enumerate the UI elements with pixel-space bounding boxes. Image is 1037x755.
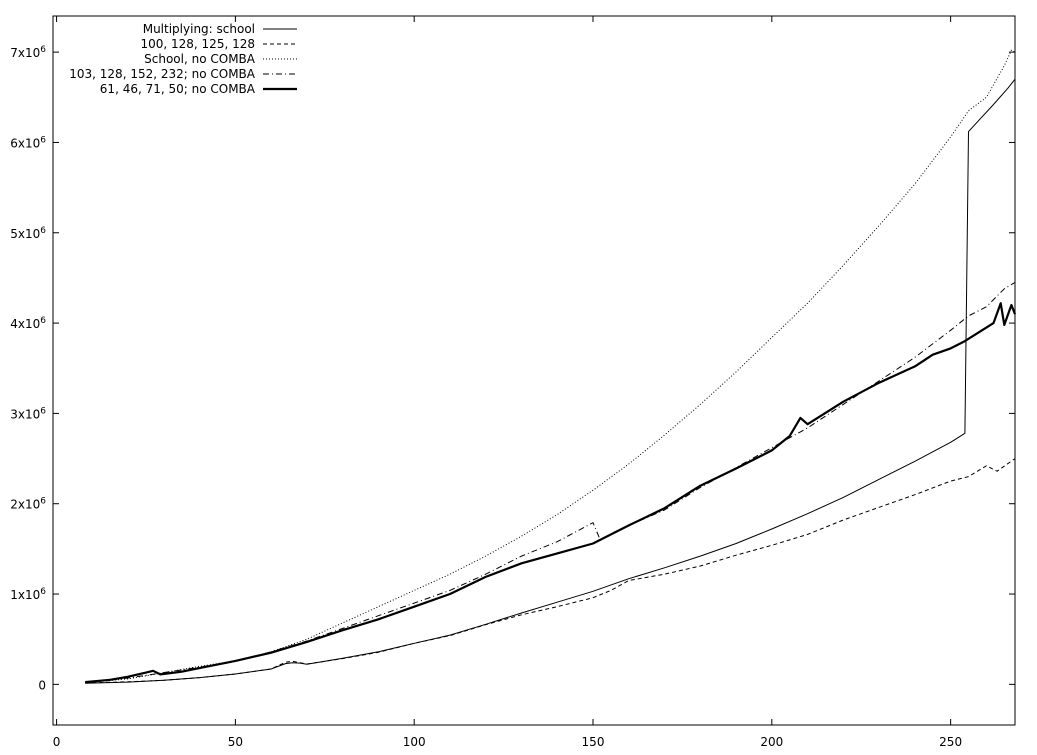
- y-tick-label: 4x106: [10, 316, 46, 331]
- legend-label-4: 103, 128, 152, 232; no COMBA: [69, 67, 256, 81]
- y-tick-label-exponent: 6: [40, 45, 46, 55]
- y-tick-label: 2x106: [10, 497, 46, 512]
- legend-label-2: 100, 128, 125, 128: [140, 37, 255, 51]
- y-tick-label: 7x106: [10, 45, 46, 60]
- y-tick-label-exponent: 6: [40, 497, 46, 507]
- y-tick-label-base: 6x10: [10, 136, 40, 150]
- y-tick-label-exponent: 6: [40, 226, 46, 236]
- y-tick-label: 0: [38, 678, 46, 692]
- y-tick-label-exponent: 6: [40, 316, 46, 326]
- y-tick-label-base: 2x10: [10, 498, 40, 512]
- x-tick-label: 50: [228, 735, 243, 749]
- x-tick-label: 150: [582, 735, 605, 749]
- y-tick-label: 5x106: [10, 226, 46, 241]
- plot-frame: [52, 15, 1016, 726]
- y-tick-label-base: 3x10: [10, 407, 40, 421]
- axis-ticks: 0 50 100 150 200 25001x1062x1063x1064x1065x10…: [10, 16, 1015, 749]
- y-tick-label-exponent: 6: [40, 406, 46, 416]
- y-tick-label-base: 7x10: [10, 46, 40, 60]
- x-tick-label: 200: [760, 735, 783, 749]
- x-tick-label: 100: [403, 735, 426, 749]
- x-tick-label: 0: [53, 735, 61, 749]
- legend-label-5: 61, 46, 71, 50; no COMBA: [100, 82, 256, 96]
- series-line-2: [85, 458, 1016, 684]
- y-tick-label-exponent: 6: [40, 587, 46, 597]
- y-tick-label: 1x106: [10, 587, 46, 602]
- series-line-1: [85, 78, 1016, 684]
- y-tick-label-base: 0: [38, 678, 46, 692]
- y-tick-label-base: 1x10: [10, 588, 40, 602]
- x-tick-label: 250: [939, 735, 962, 749]
- legend-label-1: Multiplying: school: [143, 22, 255, 36]
- y-tick-label-exponent: 6: [40, 135, 46, 145]
- y-tick-label-base: 4x10: [10, 317, 40, 331]
- legend-label-3: School, no COMBA: [144, 52, 256, 66]
- y-tick-label: 6x106: [10, 135, 46, 150]
- y-tick-label: 3x106: [10, 406, 46, 421]
- series-line-4: [85, 281, 1016, 684]
- series-line-3: [85, 49, 1016, 684]
- y-tick-label-base: 5x10: [10, 227, 40, 241]
- series-lines: [85, 49, 1017, 684]
- series-line-5: [85, 302, 1017, 684]
